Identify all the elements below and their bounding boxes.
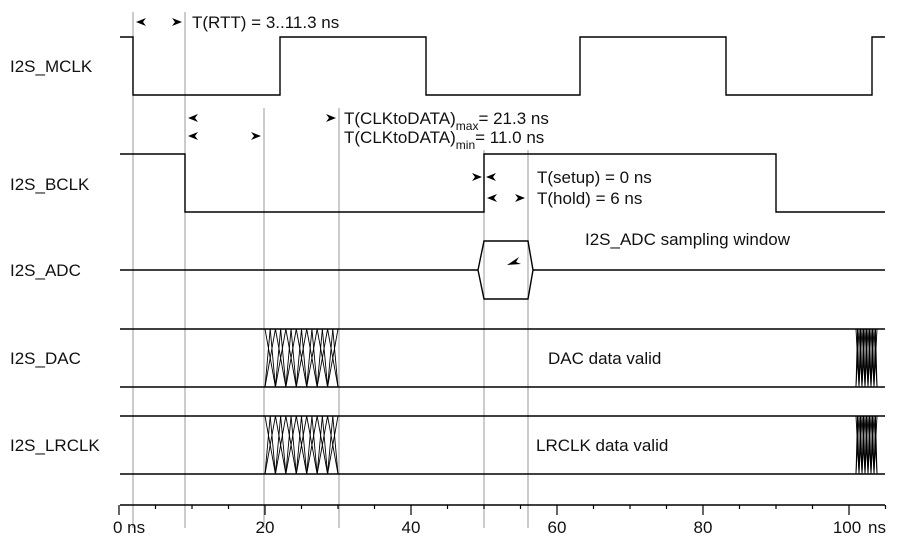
timing-arrows <box>136 18 525 265</box>
hold-arrow-left <box>487 194 497 202</box>
waveform-adc-window <box>477 240 534 300</box>
adc-window-label: I2S_ADC sampling window <box>585 230 791 249</box>
hatch-regions <box>264 328 878 475</box>
clktodata-min-value: = 11.0 ns <box>475 128 544 147</box>
signal-label-adc: I2S_ADC <box>10 261 81 280</box>
guide-lines <box>132 12 529 528</box>
time-axis-labels: 0 ns 20 40 60 80 100 ns <box>113 518 886 537</box>
signal-label-lrclk: I2S_LRCLK <box>10 436 100 455</box>
clktodata-max-arrow-right <box>326 114 336 122</box>
setup-arrow-right <box>472 173 482 181</box>
clktodata-max-sub: max <box>456 119 479 133</box>
sampling-window-pointer <box>507 257 521 265</box>
hold-arrow-right <box>515 194 525 202</box>
dac-valid-label: DAC data valid <box>548 349 661 368</box>
setup-arrow-left <box>486 173 496 181</box>
axis-tick-label: 100 <box>833 518 861 537</box>
lrclk-valid-label: LRCLK data valid <box>536 436 668 455</box>
axis-tick-label: 40 <box>402 518 421 537</box>
signal-label-mclk: I2S_MCLK <box>10 57 93 76</box>
waveform-mclk <box>120 36 885 96</box>
clktodata-max-value: = 21.3 ns <box>478 109 548 128</box>
time-axis-ticks <box>118 505 887 515</box>
dac-transition-2 <box>855 328 878 388</box>
clktodata-min-main: T(CLKtoDATA) <box>344 128 456 147</box>
axis-tick-label: 20 <box>256 518 275 537</box>
clktodata-min-label: T(CLKtoDATA)min= 11.0 ns <box>344 128 544 152</box>
clktodata-min-sub: min <box>456 138 475 152</box>
lrclk-transition-1 <box>264 415 339 475</box>
clktodata-max-arrow-left <box>188 114 198 122</box>
rtt-arrow-left <box>136 18 146 26</box>
waveforms <box>120 36 885 506</box>
clktodata-min-arrow-right <box>251 132 261 140</box>
signal-label-dac: I2S_DAC <box>10 349 81 368</box>
waveform-bclk <box>120 153 885 213</box>
rtt-label: T(RTT) = 3..11.3 ns <box>192 13 339 32</box>
clktodata-min-arrow-left <box>188 132 198 140</box>
clktodata-max-label: T(CLKtoDATA)max= 21.3 ns <box>344 109 549 133</box>
axis-tick-label: 80 <box>694 518 713 537</box>
setup-label: T(setup) = 0 ns <box>537 168 652 187</box>
hold-label: T(hold) = 6 ns <box>537 189 642 208</box>
axis-tick-label: 60 <box>548 518 567 537</box>
clktodata-max-main: T(CLKtoDATA) <box>344 109 456 128</box>
dac-transition-1 <box>264 328 339 388</box>
axis-unit-label: ns <box>868 518 886 537</box>
lrclk-transition-2 <box>855 415 878 475</box>
axis-tick-label: 0 ns <box>113 518 145 537</box>
signal-label-bclk: I2S_BCLK <box>10 175 90 194</box>
rtt-arrow-right <box>172 18 182 26</box>
